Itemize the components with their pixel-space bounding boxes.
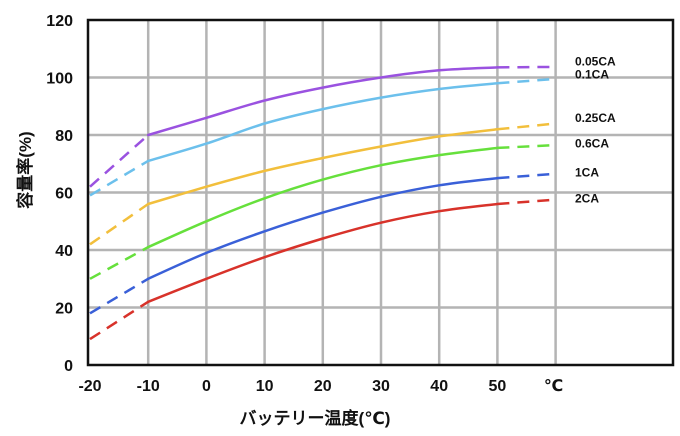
series-1ca: 1CA — [89, 165, 599, 315]
tick-labels: -20 -10 0 10 20 30 40 50 ℃ 0 20 40 60 80 100 120 — [46, 13, 563, 395]
y-tick-label: 120 — [46, 13, 73, 30]
series-label: 0.05CA — [575, 55, 616, 69]
series-005ca: 0.05CA — [89, 55, 616, 188]
x-tick-label: 10 — [256, 378, 274, 395]
series-dash-low-01ca — [89, 159, 149, 197]
series-06ca: 0.6CA — [89, 137, 609, 280]
x-tick-unit: ℃ — [544, 378, 563, 395]
series-dash-high-005ca — [497, 65, 556, 69]
y-tick-label: 80 — [55, 128, 73, 145]
x-tick-label: 30 — [372, 378, 390, 395]
series-dash-high-2ca — [497, 198, 556, 206]
series-line-2ca — [146, 202, 499, 304]
y-tick-label: 100 — [46, 71, 73, 88]
series-dash-high-1ca — [497, 172, 556, 180]
y-tick-label: 0 — [64, 358, 73, 375]
y-tick-label: 20 — [55, 301, 73, 318]
series-line-025ca — [146, 128, 499, 206]
series-label: 1CA — [575, 165, 599, 179]
series-line-1ca — [146, 176, 499, 281]
series-2ca: 2CA — [89, 191, 599, 341]
series-dash-low-06ca — [89, 246, 149, 280]
series-dash-low-005ca — [89, 134, 150, 188]
series-dash-low-2ca — [89, 300, 149, 341]
series-01ca: 0.1CA — [89, 68, 609, 197]
series-dash-low-025ca — [89, 202, 149, 246]
x-tick-label: 40 — [430, 378, 448, 395]
y-tick-label: 60 — [55, 186, 73, 203]
y-axis-label: 容量率(%) — [15, 131, 35, 208]
series-dash-high-025ca — [497, 122, 556, 131]
series-dash-high-01ca — [497, 77, 556, 85]
series-dash-low-1ca — [89, 277, 149, 315]
x-tick-label: 50 — [489, 378, 507, 395]
series-label: 0.25CA — [575, 111, 616, 125]
series-label: 2CA — [575, 191, 599, 205]
x-tick-label: 20 — [314, 378, 332, 395]
x-tick-label: 0 — [202, 378, 211, 395]
series-label: 0.6CA — [575, 137, 609, 151]
plot-frame — [86, 18, 675, 367]
series-label: 0.1CA — [575, 68, 609, 82]
series-025ca: 0.25CA — [89, 111, 616, 246]
series-line-06ca — [146, 146, 499, 249]
x-axis-label: バッテリー温度(℃) — [240, 408, 391, 428]
series-line-01ca — [146, 82, 499, 163]
x-tick-label: -10 — [137, 378, 160, 395]
series-line-005ca — [146, 66, 499, 137]
x-tick-label: -20 — [78, 378, 101, 395]
y-tick-label: 40 — [55, 243, 73, 260]
series-dash-high-06ca — [497, 143, 556, 150]
